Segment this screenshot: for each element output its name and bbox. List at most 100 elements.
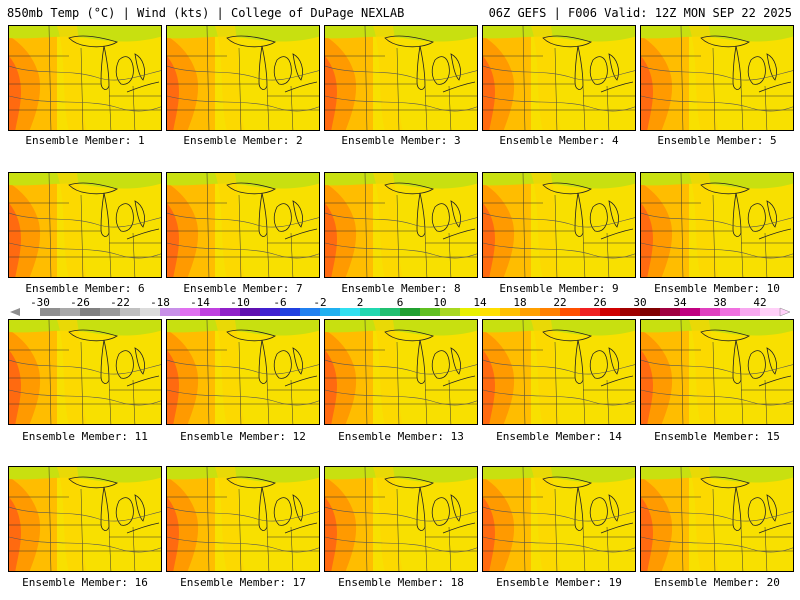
colorbar-segment xyxy=(80,308,101,316)
ensemble-member-label: Ensemble Member: 10 xyxy=(654,282,780,295)
state-borders xyxy=(167,173,319,277)
colorbar-tick-label: 42 xyxy=(753,296,766,309)
michigan-peninsula xyxy=(431,203,450,232)
michigan-peninsula xyxy=(273,497,292,526)
ensemble-member-label: Ensemble Member: 1 xyxy=(25,134,145,147)
lake-huron xyxy=(450,53,461,81)
temp-fill-hot xyxy=(167,497,179,571)
lake-michigan xyxy=(258,486,268,531)
lake-huron xyxy=(292,347,303,375)
temp-fill-cool xyxy=(325,26,477,42)
lake-michigan xyxy=(258,45,268,90)
state-borders xyxy=(325,467,477,571)
temp-fill-hot xyxy=(483,350,495,424)
lake-michigan xyxy=(258,339,268,384)
lake-erie xyxy=(758,228,792,240)
lake-erie xyxy=(126,522,160,534)
ensemble-member-label: Ensemble Member: 12 xyxy=(180,430,306,443)
lake-michigan xyxy=(732,45,742,90)
lake-erie xyxy=(758,81,792,93)
temp-fill-cool xyxy=(9,467,161,483)
colorbar-segment xyxy=(540,308,561,316)
lake-superior xyxy=(226,182,276,195)
michigan-peninsula xyxy=(115,203,134,232)
lake-superior xyxy=(542,476,592,489)
temp-fill-cool xyxy=(325,173,477,189)
michigan-peninsula xyxy=(431,56,450,85)
lake-huron xyxy=(134,347,145,375)
lake-michigan xyxy=(416,339,426,384)
temp-fill-mid xyxy=(57,173,87,277)
lake-michigan xyxy=(732,339,742,384)
lake-huron xyxy=(608,347,619,375)
state-borders xyxy=(325,173,477,277)
colorbar-tick-label: 6 xyxy=(397,296,404,309)
lake-erie xyxy=(442,375,476,387)
lake-superior xyxy=(700,182,750,195)
state-borders xyxy=(9,320,161,424)
height-contours xyxy=(167,65,319,112)
colorbar-segment xyxy=(700,308,721,316)
colorbar-segment xyxy=(140,308,161,316)
colorbar-segment xyxy=(360,308,381,316)
michigan-peninsula xyxy=(589,203,608,232)
temp-fill-mid xyxy=(689,173,719,277)
lake-michigan xyxy=(416,486,426,531)
temp-fill-mid xyxy=(531,320,561,424)
michigan-peninsula xyxy=(431,497,450,526)
ensemble-map-panel xyxy=(640,25,794,131)
lake-superior xyxy=(226,329,276,342)
ensemble-map-panel xyxy=(482,319,636,425)
lake-superior xyxy=(226,35,276,48)
michigan-peninsula xyxy=(115,56,134,85)
lake-erie xyxy=(442,81,476,93)
lake-michigan xyxy=(416,45,426,90)
height-contours xyxy=(9,359,161,406)
lake-erie xyxy=(284,375,318,387)
temp-fill-hot xyxy=(483,203,495,277)
temp-fill-hot xyxy=(325,203,337,277)
lake-superior xyxy=(384,182,434,195)
lake-erie xyxy=(600,81,634,93)
colorbar-segment xyxy=(440,308,461,316)
colorbar-segment xyxy=(660,308,681,316)
height-contours xyxy=(167,212,319,259)
colorbar-tick-label: 14 xyxy=(473,296,487,309)
lake-huron xyxy=(450,347,461,375)
lake-huron xyxy=(292,200,303,228)
state-borders xyxy=(483,467,635,571)
lake-michigan xyxy=(574,486,584,531)
height-contours xyxy=(9,212,161,259)
temp-fill-hot xyxy=(641,56,653,130)
lake-superior xyxy=(384,476,434,489)
ensemble-map-panel xyxy=(640,466,794,572)
state-borders xyxy=(325,26,477,130)
lake-huron xyxy=(766,347,777,375)
state-borders xyxy=(641,26,793,130)
temp-fill-mid xyxy=(215,320,245,424)
state-borders xyxy=(167,320,319,424)
lake-huron xyxy=(450,200,461,228)
ensemble-map-panel xyxy=(482,25,636,131)
temp-fill-cool xyxy=(167,26,319,42)
michigan-peninsula xyxy=(589,497,608,526)
temp-fill-mid xyxy=(373,173,403,277)
height-contours xyxy=(325,506,477,553)
colorbar-segment xyxy=(240,308,261,316)
lake-michigan xyxy=(732,486,742,531)
michigan-peninsula xyxy=(431,350,450,379)
michigan-peninsula xyxy=(589,350,608,379)
temp-fill-mid xyxy=(689,320,719,424)
colorbar-segment xyxy=(340,308,361,316)
colorbar-segment xyxy=(40,308,61,316)
colorbar-tick-label: -2 xyxy=(313,296,326,309)
ensemble-member-label: Ensemble Member: 15 xyxy=(654,430,780,443)
lake-superior xyxy=(542,182,592,195)
temp-fill-cool xyxy=(9,26,161,42)
ensemble-member-label: Ensemble Member: 17 xyxy=(180,576,306,589)
lake-huron xyxy=(292,53,303,81)
colorbar-segment xyxy=(200,308,221,316)
height-contours xyxy=(9,65,161,112)
lake-erie xyxy=(442,228,476,240)
colorbar-segment xyxy=(580,308,601,316)
